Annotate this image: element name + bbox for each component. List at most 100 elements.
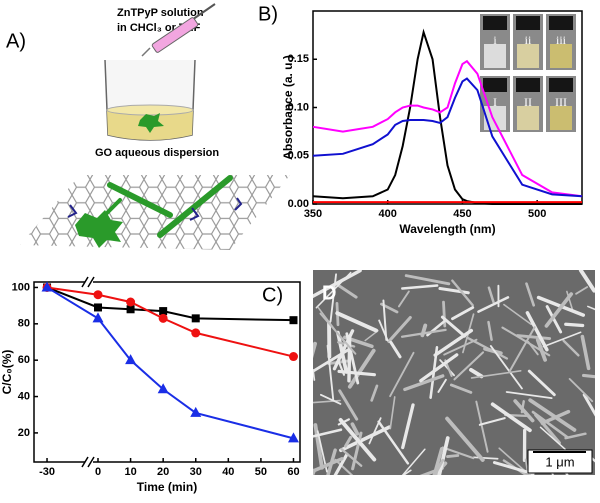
sem-rod bbox=[439, 359, 455, 377]
panel-label: B) bbox=[258, 3, 278, 25]
syringe bbox=[151, 17, 199, 53]
sem-rod bbox=[370, 384, 379, 402]
sem-rod bbox=[389, 351, 415, 398]
y-tick-label: 100 bbox=[12, 281, 30, 293]
sem-rod bbox=[477, 296, 510, 313]
sem-rod bbox=[498, 447, 531, 475]
x-tick-label: -30 bbox=[39, 466, 55, 478]
sem-rod bbox=[469, 367, 484, 379]
sem-rod bbox=[508, 326, 536, 373]
sem-rod bbox=[389, 340, 402, 359]
sem-rod bbox=[403, 374, 445, 392]
sem-rod bbox=[319, 393, 342, 405]
sem-rod bbox=[344, 435, 353, 448]
vial-cap bbox=[483, 78, 507, 92]
y-axis-label: C/C₀(%) bbox=[0, 350, 14, 395]
vial-liquid bbox=[517, 106, 539, 130]
marker bbox=[159, 307, 168, 316]
panel-label: A) bbox=[6, 30, 26, 52]
sem-rod bbox=[338, 389, 359, 421]
x-tick-label: 450 bbox=[453, 208, 471, 220]
sem-rod bbox=[401, 448, 426, 475]
sem-rod bbox=[446, 454, 460, 459]
sem-rod bbox=[527, 369, 556, 397]
rod bbox=[107, 182, 173, 218]
sem-rod bbox=[347, 348, 376, 389]
scale-text: 1 μm bbox=[545, 454, 574, 469]
sem-rod bbox=[313, 468, 316, 475]
y-axis-label: Absorbance (a. u.) bbox=[281, 55, 295, 160]
sem-rod bbox=[490, 402, 532, 433]
x-tick-label: 20 bbox=[157, 466, 169, 478]
sem-rod bbox=[542, 331, 582, 348]
rod bbox=[157, 175, 233, 238]
axis-break bbox=[87, 456, 95, 468]
sem-rod bbox=[534, 413, 561, 445]
caption: ZnTPyP solution bbox=[117, 7, 204, 19]
sem-rod bbox=[313, 423, 324, 470]
series-line bbox=[312, 59, 583, 198]
sem-rod bbox=[582, 393, 595, 417]
sem-rod bbox=[568, 377, 594, 403]
marker bbox=[157, 383, 169, 394]
scale-box bbox=[527, 449, 593, 474]
sem-rod bbox=[449, 383, 473, 394]
sem-rod bbox=[535, 338, 547, 362]
marker bbox=[191, 314, 200, 323]
sem-rod bbox=[451, 306, 475, 321]
sem-rod bbox=[483, 346, 503, 356]
sem-rod bbox=[582, 373, 595, 379]
schematic: A) ZnTPyP solution in CHCl₃ or THF GO aq… bbox=[6, 3, 290, 250]
x-tick-label: 350 bbox=[304, 208, 322, 220]
marker bbox=[158, 313, 168, 323]
vial-cap bbox=[549, 78, 573, 92]
sem-rod bbox=[351, 431, 363, 471]
sem-rod bbox=[505, 391, 553, 400]
sem-rod bbox=[472, 456, 499, 460]
vial-cap bbox=[516, 16, 540, 30]
inset-label: II bbox=[524, 95, 532, 109]
sem-rod bbox=[528, 398, 577, 432]
caption: GO aqueous dispersion bbox=[95, 147, 219, 159]
marker bbox=[92, 312, 104, 323]
y-tick-label: 0.05 bbox=[288, 150, 309, 162]
marker bbox=[126, 305, 135, 314]
sem-rod bbox=[350, 422, 360, 436]
sem-rod bbox=[433, 328, 474, 357]
series-line bbox=[312, 77, 583, 198]
marker bbox=[289, 316, 298, 325]
sem-rod bbox=[313, 457, 344, 473]
sem-rod bbox=[525, 282, 536, 307]
sem-rod bbox=[451, 279, 474, 307]
sem-rod bbox=[387, 315, 412, 343]
x-tick-label: 60 bbox=[287, 466, 299, 478]
sem-rod bbox=[513, 399, 535, 423]
sem-rod bbox=[562, 339, 580, 357]
vial-cap bbox=[483, 16, 507, 30]
sem-rod bbox=[404, 274, 451, 286]
sem-rod bbox=[368, 417, 382, 445]
x-tick-label: 0 bbox=[95, 466, 101, 478]
vial-liquid bbox=[517, 44, 539, 68]
sem-rod bbox=[333, 452, 349, 475]
sem-rod bbox=[440, 315, 467, 338]
y-tick-label: 0.00 bbox=[288, 198, 309, 210]
vial-cap bbox=[516, 78, 540, 92]
sem-rod bbox=[441, 446, 475, 460]
y-tick-label: 80 bbox=[18, 318, 30, 330]
marker bbox=[126, 297, 136, 307]
sem-rod bbox=[503, 303, 532, 326]
x-axis-label: Wavelength (nm) bbox=[399, 222, 495, 236]
vial-liquid bbox=[550, 106, 572, 130]
x-tick-label: 50 bbox=[255, 466, 267, 478]
linker bbox=[67, 197, 243, 221]
y-tick-label: 40 bbox=[18, 390, 30, 402]
sem-rod bbox=[580, 334, 591, 371]
sem-rod bbox=[438, 286, 470, 295]
x-tick-label: 10 bbox=[124, 466, 136, 478]
x-axis-label: Time (min) bbox=[137, 480, 197, 494]
sem-rod bbox=[515, 334, 552, 340]
sem-rod bbox=[564, 432, 587, 440]
